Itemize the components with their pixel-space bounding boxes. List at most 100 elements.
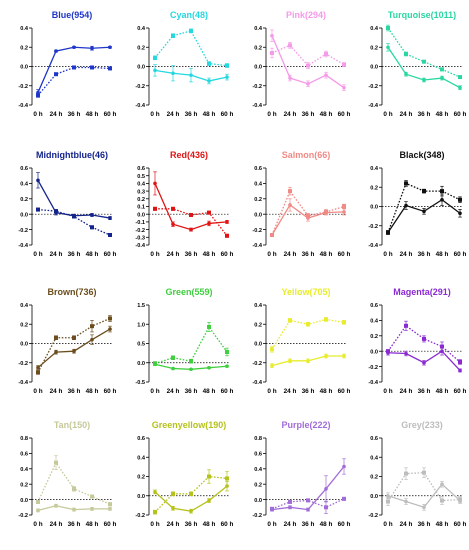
data-point: [306, 498, 310, 503]
series-solid: [386, 43, 462, 90]
series-solid: [386, 480, 462, 511]
data-point: [225, 75, 229, 79]
x-tick-label: 36 h: [68, 388, 81, 395]
y-tick-label: 0.0: [137, 65, 145, 71]
data-point: [189, 227, 193, 232]
x-tick-label: 48 h: [203, 111, 216, 118]
y-tick-label: 0.4: [254, 467, 263, 473]
y-tick-label: -0.2: [135, 513, 145, 519]
x-tick-label: 24 h: [167, 111, 180, 118]
data-point: [225, 349, 229, 354]
data-point: [342, 204, 346, 209]
data-point: [422, 505, 426, 510]
x-tick-label: 24 h: [167, 388, 180, 395]
data-point: [440, 482, 444, 487]
series-dotted-line: [155, 208, 228, 237]
series-dotted-line: [37, 66, 111, 96]
y-tick-label: 1.0: [137, 322, 145, 328]
y-tick-label: -0.2: [252, 84, 262, 90]
data-point: [440, 76, 444, 80]
data-point: [270, 507, 274, 512]
y-tick-label: 0.2: [370, 185, 378, 191]
data-point: [386, 26, 390, 30]
x-tick-label: 48 h: [86, 251, 99, 258]
data-point: [189, 359, 193, 364]
panel-title: Greenyellow(190): [152, 420, 227, 430]
panel-title: Salmon(66): [282, 150, 331, 160]
x-tick-label: 36 h: [68, 251, 81, 258]
series-dotted: [153, 206, 229, 238]
x-tick-label: 0 h: [267, 111, 276, 118]
series-solid-line: [37, 46, 111, 93]
data-point: [422, 360, 426, 365]
x-tick-label: 24 h: [50, 111, 63, 118]
y-tick-label: 0.0: [370, 205, 378, 211]
y-tick-label: 0.4: [370, 166, 379, 172]
y-tick-label: -0.2: [368, 84, 378, 90]
y-tick-label: 0.4: [20, 303, 29, 309]
data-point: [422, 59, 426, 64]
data-point: [171, 222, 175, 227]
series-dotted: [36, 455, 112, 507]
panel-12: Magenta(291) -0.4 -0.2 0.0 0.2 0.4 0.6 0 h 24 h 3…: [368, 287, 466, 395]
panel-8: Black(348) -0.4 -0.2 0.0 0.2 0.4 0 h 24 h 36 h 48…: [368, 150, 466, 258]
x-tick-label: 24 h: [284, 111, 297, 118]
series-solid-line: [37, 180, 111, 219]
x-tick-label: 60 h: [454, 251, 467, 258]
y-tick-label: 0.4: [254, 182, 263, 188]
x-tick-label: 60 h: [221, 251, 234, 258]
y-tick-label: 0.4: [370, 26, 379, 32]
y-tick-label: -0.2: [135, 84, 145, 90]
data-point: [458, 368, 462, 373]
panel-title: Cyan(48): [170, 10, 208, 20]
data-point: [153, 206, 157, 211]
data-point: [422, 336, 426, 341]
x-tick-label: 60 h: [221, 111, 234, 118]
series-dotted: [386, 467, 462, 506]
y-tick-label: -0.2: [18, 361, 28, 367]
data-point: [324, 210, 328, 215]
data-point: [108, 502, 112, 507]
y-tick-label: 0.2: [20, 482, 28, 488]
x-tick-label: 60 h: [221, 521, 234, 528]
x-tick-label: 48 h: [203, 251, 216, 258]
x-tick-label: 36 h: [185, 251, 198, 258]
data-point: [36, 499, 40, 504]
series-dotted: [153, 469, 229, 515]
data-point: [153, 68, 157, 73]
x-tick-label: 0 h: [150, 111, 159, 118]
panel-9: Brown(736) -0.4 -0.2 0.0 0.2 0.4 0 h 24 h 36 h 48…: [18, 287, 116, 395]
series-dotted-line: [271, 44, 345, 67]
series-dotted: [36, 65, 112, 98]
series-dotted: [386, 24, 462, 80]
data-point: [422, 209, 426, 214]
y-tick-label: 0.6: [20, 166, 28, 172]
data-point: [404, 323, 408, 328]
series-dotted: [386, 180, 462, 235]
x-tick-label: 60 h: [454, 111, 467, 118]
x-tick-label: 48 h: [320, 111, 333, 118]
y-tick-label: 0.4: [370, 455, 379, 461]
panel-title: Green(559): [165, 287, 212, 297]
data-point: [171, 33, 175, 38]
panel-1: Blue(954) -0.4 -0.2 0.0 0.2 0.4 0 h 24 h 36 h 48 …: [18, 10, 116, 118]
series-dotted: [153, 28, 229, 68]
data-point: [54, 503, 58, 508]
x-tick-label: 48 h: [436, 251, 449, 258]
x-tick-label: 0 h: [383, 521, 392, 528]
y-tick-label: 0.6: [20, 452, 28, 458]
x-tick-label: 0 h: [267, 251, 276, 258]
y-tick-label: 0.6: [254, 166, 262, 172]
series-dotted: [270, 42, 346, 69]
panel-7: Salmon(66) -0.4 -0.2 0.0 0.2 0.4 0.6 0 h 24 h 36 …: [252, 150, 350, 258]
x-tick-label: 60 h: [454, 388, 467, 395]
data-point: [90, 337, 94, 342]
data-point: [153, 362, 157, 367]
data-point: [153, 55, 157, 60]
x-tick-label: 36 h: [68, 521, 81, 528]
series-solid-line: [154, 485, 228, 512]
series-solid: [386, 347, 462, 373]
data-point: [404, 181, 408, 186]
data-point: [72, 335, 76, 340]
y-tick-label: -0.1: [135, 220, 145, 226]
